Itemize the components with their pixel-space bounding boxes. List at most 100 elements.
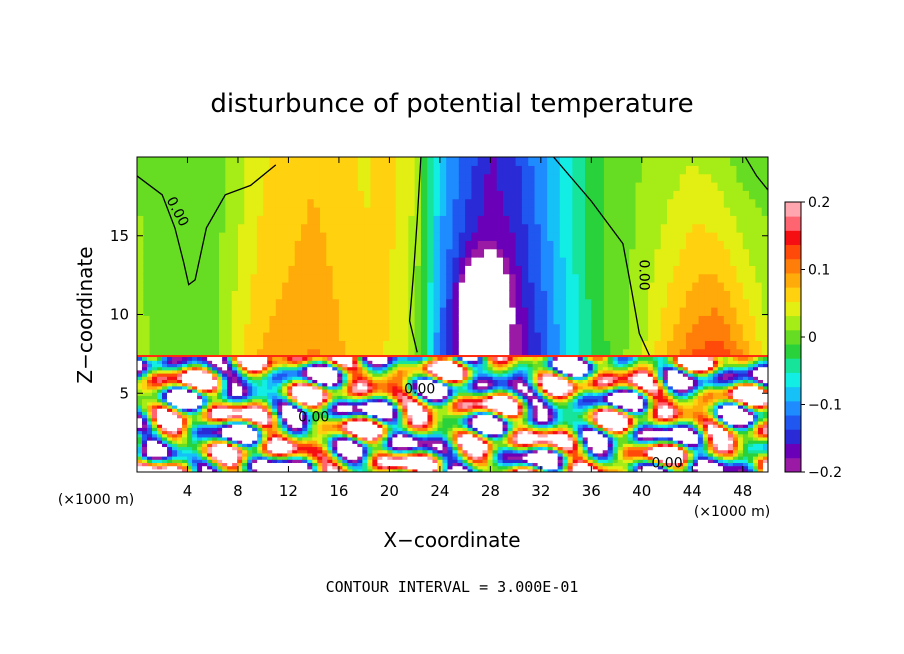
- field-cell-upper: [509, 182, 517, 191]
- field-cell-lower: [357, 417, 363, 422]
- field-cell-lower: [252, 363, 258, 368]
- field-cell-upper: [622, 323, 630, 333]
- field-cell-upper: [635, 257, 643, 266]
- field-cell-upper: [496, 307, 504, 316]
- field-cell-lower: [162, 357, 168, 361]
- field-cell-lower: [322, 379, 328, 384]
- field-cell-lower: [437, 372, 444, 377]
- field-cell-upper: [521, 265, 529, 275]
- field-cell-lower: [237, 372, 243, 377]
- field-cell-upper: [408, 240, 416, 250]
- field-cell-lower: [462, 424, 469, 428]
- field-cell-lower: [417, 468, 424, 472]
- field-cell-lower: [482, 456, 489, 460]
- field-cell-upper: [143, 232, 151, 241]
- field-cell-lower: [227, 401, 233, 406]
- field-cell-lower: [372, 420, 378, 425]
- field-cell-upper: [288, 340, 296, 350]
- field-cell-lower: [182, 395, 188, 400]
- field-cell-lower: [237, 395, 243, 400]
- field-cell-lower: [397, 366, 404, 371]
- field-cell-lower: [357, 436, 363, 441]
- field-cell-lower: [442, 398, 449, 403]
- field-cell-lower: [167, 436, 173, 441]
- field-cell-lower: [152, 430, 158, 435]
- field-cell-lower: [272, 440, 278, 444]
- field-cell-upper: [616, 173, 624, 183]
- field-cell-lower: [462, 436, 469, 441]
- field-cell-lower: [267, 449, 273, 454]
- field-cell-lower: [427, 366, 434, 371]
- field-cell-upper: [458, 315, 466, 325]
- field-cell-upper: [496, 332, 504, 341]
- field-cell-upper: [351, 182, 359, 191]
- field-cell-lower: [472, 430, 479, 435]
- field-cell-lower: [142, 452, 148, 457]
- field-cell-upper: [704, 340, 712, 350]
- field-cell-lower: [482, 417, 489, 422]
- field-cell-upper: [622, 348, 630, 358]
- field-cell-upper: [414, 315, 422, 325]
- field-cell-lower: [202, 468, 208, 472]
- field-cell-upper: [376, 232, 384, 241]
- field-cell-lower: [182, 357, 188, 361]
- field-cell-upper: [200, 165, 208, 175]
- field-cell-upper: [376, 157, 384, 166]
- field-cell-upper: [301, 257, 308, 266]
- field-cell-upper: [149, 232, 157, 241]
- field-cell-upper: [282, 248, 290, 258]
- field-cell-lower: [437, 420, 444, 425]
- field-cell-lower: [317, 379, 323, 384]
- field-cell-lower: [492, 372, 499, 377]
- field-cell-lower: [352, 392, 358, 396]
- field-cell-upper: [326, 165, 334, 175]
- field-cell-lower: [332, 427, 338, 432]
- field-cell-upper: [149, 173, 157, 183]
- field-cell-upper: [572, 207, 580, 216]
- field-cell-lower: [307, 369, 313, 374]
- field-cell-upper: [622, 298, 630, 308]
- field-cell-upper: [471, 290, 479, 300]
- field-cell-lower: [412, 465, 419, 470]
- field-cell-upper: [679, 307, 687, 316]
- field-cell-upper: [603, 348, 611, 358]
- field-cell-lower: [277, 411, 283, 416]
- field-cell-lower: [137, 436, 143, 441]
- field-cell-lower: [377, 446, 383, 451]
- field-cell-upper: [477, 248, 485, 258]
- field-cell-lower: [202, 465, 208, 470]
- field-cell-lower: [202, 401, 208, 406]
- field-cell-upper: [250, 182, 258, 191]
- field-cell-upper: [376, 173, 384, 183]
- field-cell-upper: [383, 223, 390, 233]
- field-cell-upper: [509, 265, 517, 275]
- field-cell-lower: [482, 379, 489, 384]
- field-cell-lower: [302, 392, 308, 396]
- field-cell-lower: [297, 408, 303, 412]
- field-cell-upper: [679, 348, 687, 358]
- field-cell-lower: [347, 363, 353, 368]
- field-cell-upper: [685, 240, 693, 250]
- field-cell-lower: [187, 433, 193, 438]
- field-cell-upper: [692, 282, 700, 291]
- field-cell-upper: [256, 198, 264, 208]
- field-cell-upper: [288, 248, 296, 258]
- field-cell-lower: [432, 468, 439, 472]
- field-cell-lower: [167, 360, 173, 365]
- field-cell-upper: [187, 182, 195, 191]
- field-cell-lower: [327, 404, 333, 409]
- field-cell-upper: [225, 340, 233, 350]
- field-cell-lower: [152, 456, 158, 460]
- field-cell-lower: [272, 417, 278, 422]
- field-cell-upper: [364, 257, 372, 266]
- field-cell-lower: [397, 382, 404, 387]
- field-cell-lower: [292, 404, 298, 409]
- field-cell-upper: [673, 257, 681, 266]
- field-cell-lower: [457, 433, 464, 438]
- field-cell-upper: [137, 182, 144, 191]
- field-cell-upper: [496, 273, 504, 283]
- field-cell-lower: [422, 427, 429, 432]
- field-cell-upper: [193, 240, 201, 250]
- field-cell-lower: [382, 382, 388, 387]
- field-cell-lower: [312, 417, 318, 422]
